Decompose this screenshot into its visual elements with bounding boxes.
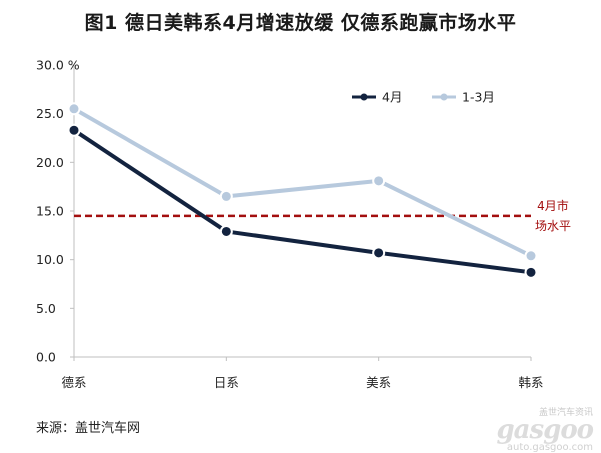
- watermark-sub: 盖世汽车资讯: [538, 408, 593, 418]
- y-tick-label: 25.0: [36, 106, 64, 121]
- legend-label: 1-3月: [462, 90, 495, 105]
- market-level-label-line1: 4月市: [537, 198, 569, 213]
- series-1-point: [372, 174, 386, 188]
- legend-label: 4月: [382, 90, 402, 105]
- series-0-point: [67, 123, 81, 137]
- y-tick-label: 15.0: [36, 204, 64, 219]
- series-1-point: [219, 189, 233, 203]
- watermark-url: auto.gasgoo.com: [506, 442, 593, 453]
- y-tick-label: 10.0: [36, 252, 64, 267]
- series-0-point: [372, 246, 386, 260]
- chart-title: 图1 德日美韩系4月增速放缓 仅德系跑赢市场水平: [84, 12, 517, 34]
- series-line-1: [73, 107, 532, 258]
- x-tick-label: 日系: [214, 375, 239, 390]
- series-1-point: [67, 102, 81, 116]
- y-tick-label: 20.0: [36, 155, 64, 170]
- x-tick-label: 韩系: [518, 375, 543, 390]
- y-tick-label: 5.0: [36, 301, 56, 316]
- legend-swatch-marker: [440, 93, 448, 101]
- watermark: 盖世汽车资讯 gasgoo auto.gasgoo.com: [496, 408, 594, 453]
- series-0-point: [219, 224, 233, 238]
- source-note: 来源：盖世汽车网: [36, 421, 141, 436]
- series-1-point: [524, 249, 538, 263]
- series-0-point: [524, 265, 538, 279]
- x-tick-label: 德系: [61, 375, 86, 390]
- y-tick-label: 0.0: [36, 350, 56, 365]
- market-level-label-line2: 场水平: [535, 219, 571, 233]
- legend-swatch-marker: [360, 93, 368, 101]
- series-line-0: [72, 128, 532, 275]
- x-tick-label: 美系: [366, 375, 391, 390]
- y-tick-label: 30.0 %: [36, 58, 80, 73]
- watermark-logo: gasgoo: [496, 415, 594, 445]
